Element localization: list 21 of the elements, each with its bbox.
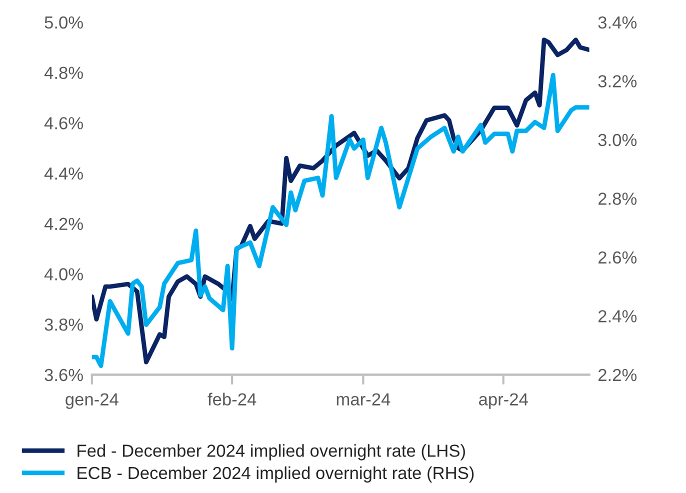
legend-label: ECB - December 2024 implied overnight rate (RHS) bbox=[78, 466, 474, 483]
y-tick-label: 4.0% bbox=[44, 268, 83, 280]
y-tick-label: 5.0% bbox=[44, 16, 83, 29]
y2-tick-label: 3.2% bbox=[598, 75, 637, 88]
y-tick-label: 4.2% bbox=[44, 218, 83, 230]
y2-tick-label: 2.4% bbox=[598, 310, 637, 322]
x-tick-label: apr-24 bbox=[479, 393, 528, 409]
x-tick-label: mar-24 bbox=[336, 393, 390, 406]
x-tick-label: feb-24 bbox=[208, 392, 256, 406]
y2-tick-label: 2.2% bbox=[598, 368, 637, 382]
y-tick-label: 4.8% bbox=[44, 66, 83, 80]
y2-tick-label: 3.0% bbox=[598, 134, 637, 146]
y2-tick-label: 2.6% bbox=[598, 251, 637, 264]
y2-tick-label: 3.4% bbox=[598, 16, 637, 29]
y-tick-label: 4.6% bbox=[44, 117, 83, 130]
y2-tick-label: 2.8% bbox=[598, 192, 637, 205]
x-tick-label: gen-24 bbox=[66, 393, 118, 409]
y-tick-label: 3.8% bbox=[44, 318, 83, 331]
y-tick-label: 4.4% bbox=[44, 168, 83, 180]
y-tick-label: 3.6% bbox=[44, 368, 83, 382]
legend-label: Fed - December 2024 implied overnight rate (LHS) bbox=[78, 444, 465, 460]
